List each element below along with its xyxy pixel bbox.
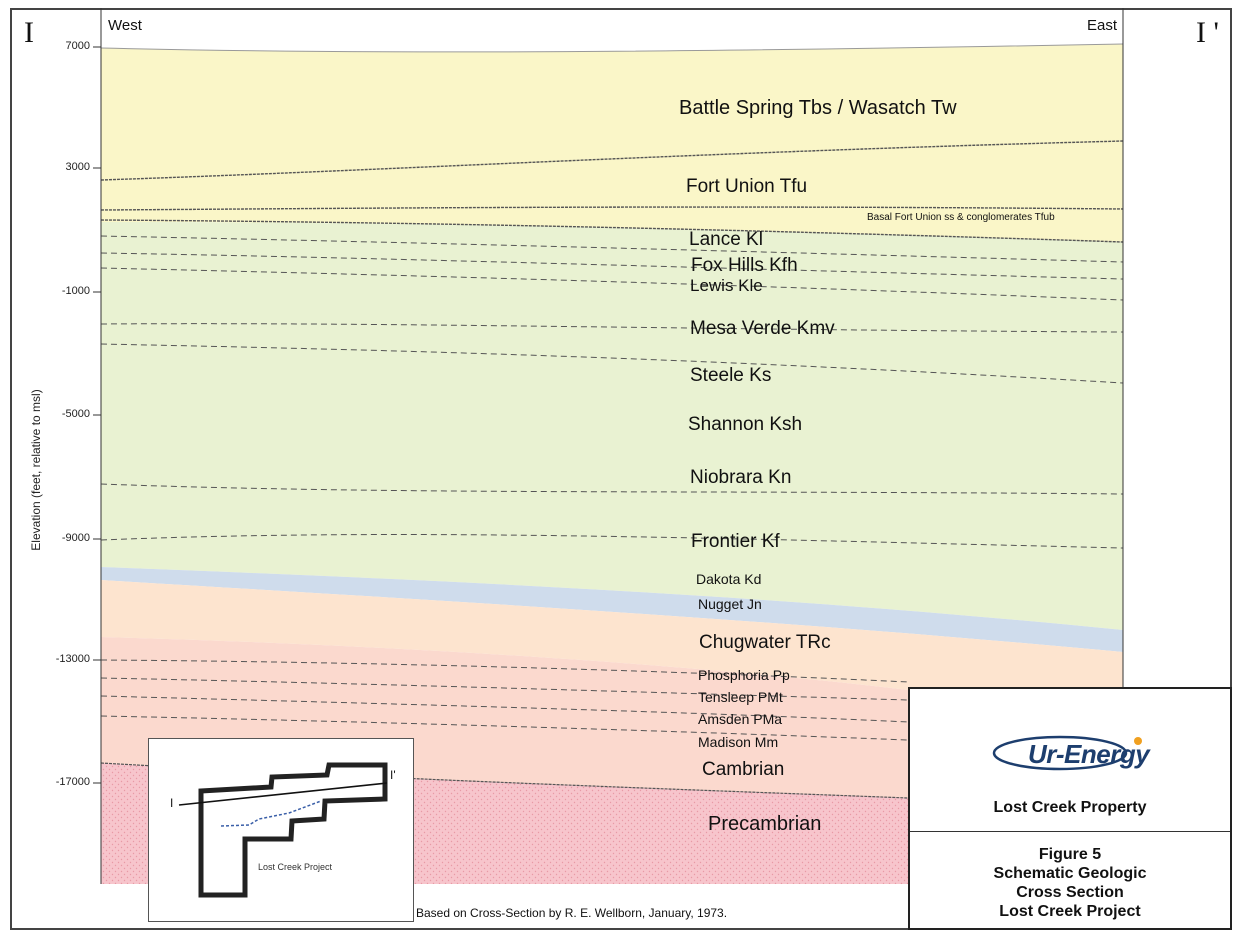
frontier-top-boundary	[100, 534, 1124, 549]
mesa-verde-top-boundary	[100, 323, 1124, 333]
fort-union-base-contact	[100, 206, 1124, 211]
title-block: Ur-Energy Lost Creek Property Figure 5 S…	[908, 687, 1232, 930]
y-tick-label: 3000	[65, 161, 90, 173]
section-start-marker: I	[24, 16, 34, 49]
precambrian-label: Precambrian	[708, 813, 822, 835]
mesa-verde-label: Mesa Verde Kmv	[690, 318, 835, 339]
inset-caption: Lost Creek Project	[258, 862, 333, 872]
section-end-marker: I '	[1196, 16, 1219, 49]
amsden-top-boundary	[100, 695, 909, 723]
frontier-label: Frontier Kf	[691, 531, 780, 552]
wasatch-base-contact	[100, 140, 1124, 181]
tertiary-layer	[101, 44, 1123, 242]
y-tick-label: -17000	[55, 776, 90, 788]
tensleep-top-boundary	[100, 677, 909, 701]
figure-title-line: Schematic Geologic	[993, 865, 1147, 882]
triassic-layer	[101, 580, 1123, 700]
madison-top-boundary	[100, 715, 909, 741]
lost-creek-trend-line	[220, 800, 322, 827]
lewis-label: Lewis Kle	[690, 276, 763, 295]
dakota-label: Dakota Kd	[696, 571, 762, 587]
inset-location-map	[148, 738, 414, 922]
inset-end-label: I'	[390, 768, 396, 782]
cretaceous-layer	[101, 222, 1123, 630]
logo-swoosh	[992, 735, 1142, 771]
fox-hills-base-boundary	[100, 252, 1124, 280]
logo-text: Ur-Energy	[1028, 739, 1150, 769]
y-tick-label: -1000	[61, 285, 90, 297]
top-surface-line	[100, 43, 1124, 53]
phosphoria-top-boundary	[100, 659, 909, 683]
battle-spring-label: Battle Spring Tbs / Wasatch Tw	[679, 97, 957, 119]
section-line	[178, 782, 388, 806]
chugwater-label: Chugwater TRc	[699, 632, 831, 653]
west-label: West	[108, 17, 142, 34]
figure-frame	[10, 8, 1232, 930]
dakota-nugget-layer	[101, 567, 1123, 652]
lance-base-boundary	[100, 235, 1124, 263]
niobrara-label: Niobrara Kn	[690, 467, 792, 488]
figure-number: Figure 5	[1038, 846, 1102, 863]
madison-label: Madison Mm	[698, 734, 779, 750]
y-tick-label: -5000	[61, 408, 90, 420]
ur-energy-logo: Ur-Energy	[988, 727, 1158, 777]
inset-start-label: I	[170, 796, 174, 810]
figure-title-line: Cross Section	[1016, 884, 1124, 901]
figure-caption: Figure 5 Schematic Geologic Cross Sectio…	[910, 845, 1230, 921]
basal-fort-union-contact	[100, 219, 1124, 243]
fox-hills-label: Fox Hills Kfh	[691, 255, 798, 276]
shannon-label: Shannon Ksh	[688, 414, 803, 435]
y-tick-label: -13000	[55, 653, 90, 665]
y-tick-label: -9000	[61, 532, 90, 544]
lance-label: Lance Kl	[689, 229, 763, 250]
y-tick-label: 7000	[65, 40, 90, 52]
figure-title-line: Lost Creek Project	[999, 903, 1141, 920]
project-boundary	[198, 762, 388, 898]
project-outline-map	[178, 762, 388, 898]
nugget-label: Nugget Jn	[698, 596, 762, 612]
tensleep-label: Tensleep PMt	[698, 689, 783, 705]
east-label: East	[1087, 17, 1118, 34]
fort-union-label: Fort Union Tfu	[686, 176, 808, 197]
steele-top-boundary	[100, 343, 1124, 384]
amsden-label: Amsden PMa	[698, 711, 783, 727]
title-block-divider	[910, 831, 1230, 832]
lewis-top-boundary	[100, 267, 1124, 301]
niobrara-top-boundary	[100, 483, 1124, 495]
cambrian-label: Cambrian	[702, 759, 785, 780]
basal-fort-union-label: Basal Fort Union ss & conglomerates Tfub	[867, 212, 1055, 223]
steele-label: Steele Ks	[690, 365, 772, 386]
property-name: Lost Creek Property	[993, 799, 1147, 816]
phosphoria-label: Phosphoria Pp	[698, 667, 790, 683]
source-credit: Based on Cross-Section by R. E. Wellborn…	[416, 906, 728, 920]
